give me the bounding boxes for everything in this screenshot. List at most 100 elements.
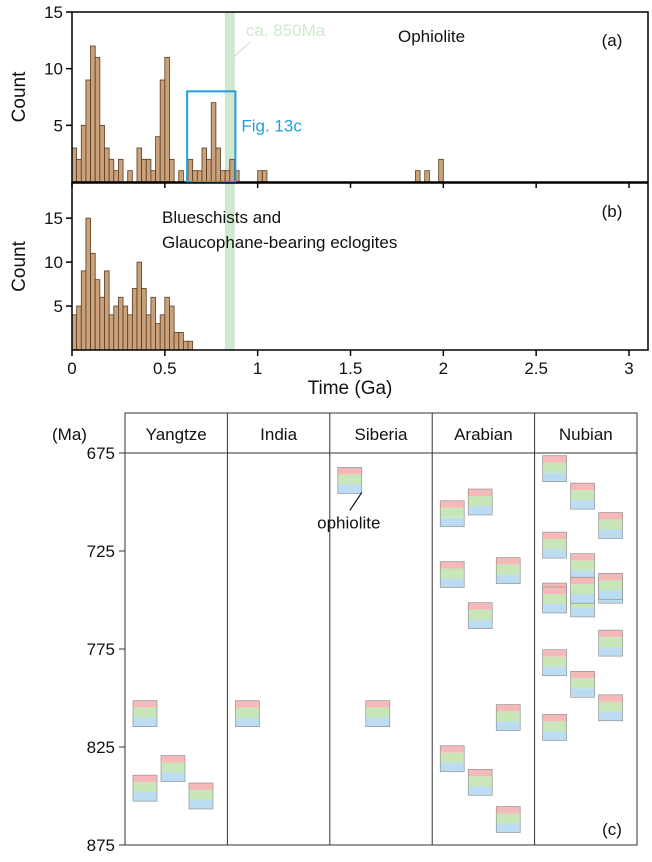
ophiolite-symbol [160,755,186,782]
symbol-frame [542,455,567,482]
symbol-mid [133,707,157,718]
bar [169,305,175,351]
symbol-bottom [598,647,623,657]
symbol-frame [542,649,567,677]
symbol-mid [235,707,260,718]
symbol-bottom [598,529,623,539]
column-header: Siberia [355,425,408,444]
bar [150,296,156,351]
symbol-frame [542,531,567,559]
bar [90,45,96,183]
annotation: ophiolite [317,513,380,532]
highlight-band [224,183,235,350]
symbol-top [133,700,157,708]
symbol-frame [570,670,595,698]
bar [76,158,82,183]
ophiolite-symbol [542,455,567,482]
symbol-bottom [189,800,213,809]
symbol-frame [467,602,493,629]
symbol-frame [598,512,623,539]
ophiolite-symbol [467,602,493,629]
symbol-top [542,714,567,722]
column-header: Arabian [454,425,513,444]
highlight-band [224,12,235,182]
symbol-mid [598,580,623,591]
symbol-bottom [337,484,362,494]
bar [201,147,208,183]
bar [122,305,129,351]
bar [229,158,235,183]
panel-label: (b) [602,202,623,221]
y-tick-label: 775 [87,640,115,659]
x-tick-label: 2.5 [524,359,548,378]
symbol-mid [468,609,493,620]
symbol-top [570,483,595,491]
bar [187,158,194,183]
bar [178,170,184,183]
y-tick-label: 5 [54,116,63,135]
ophiolite-symbol [598,629,623,657]
symbol-mid [496,564,521,575]
symbol-bottom [570,570,595,580]
symbol-top [496,806,521,814]
symbol-bottom [235,717,260,727]
symbol-bottom [365,717,390,727]
symbol-frame [235,700,260,727]
bar [113,305,119,351]
bar [118,158,124,183]
symbol-frame [598,629,623,657]
bar [169,158,175,183]
ophiolite-symbol [467,768,493,796]
symbol-top [440,745,465,753]
bar [415,170,421,183]
ophiolite-symbol [598,512,623,539]
y-tick-label: 15 [44,209,63,228]
y-tick-label: 725 [87,542,115,561]
symbol-mid [570,678,595,689]
symbol-top [542,587,567,594]
panel-title: Glaucophane-bearing eclogites [162,233,397,252]
y-axis-label: Count [9,240,30,291]
bar [155,323,161,351]
bar [127,170,133,183]
bar [210,102,217,183]
symbol-bottom [570,500,595,510]
bar [104,270,110,351]
bar [80,124,87,183]
panel-title: Blueschists and [162,208,281,227]
symbol-bottom [468,506,493,515]
bar [155,136,161,183]
symbol-top [542,583,567,591]
symbol-frame [132,700,158,727]
bar [150,170,156,183]
ophiolite-symbol [188,782,214,810]
bar [80,270,87,351]
ophiolite-symbol [570,576,595,604]
bar [141,158,147,183]
ophiolite-symbol [132,700,158,727]
symbol-frame [467,768,493,796]
symbol-mid [598,637,623,648]
bar [108,314,115,351]
panel-title: Ophiolite [398,27,465,46]
symbol-mid [161,762,185,773]
bar [113,170,119,183]
symbol-mid [542,539,567,550]
column-header: India [260,425,297,444]
axes-frame [71,11,649,183]
y-tick-label: 825 [87,738,115,757]
ophiolite-symbol [337,467,363,494]
ophiolite-symbol [495,806,521,833]
y-tick-label: 10 [44,60,63,79]
ophiolite-symbol [132,774,158,802]
ophiolite-symbol [570,553,595,580]
ophiolite-symbol [439,561,465,588]
symbol-bottom [496,721,521,731]
symbol-mid [468,496,493,506]
symbol-top [542,532,567,540]
symbol-top [468,602,493,610]
bar [424,170,430,183]
symbol-bottom [570,688,595,698]
symbol-top [570,671,595,679]
bar [118,296,124,351]
